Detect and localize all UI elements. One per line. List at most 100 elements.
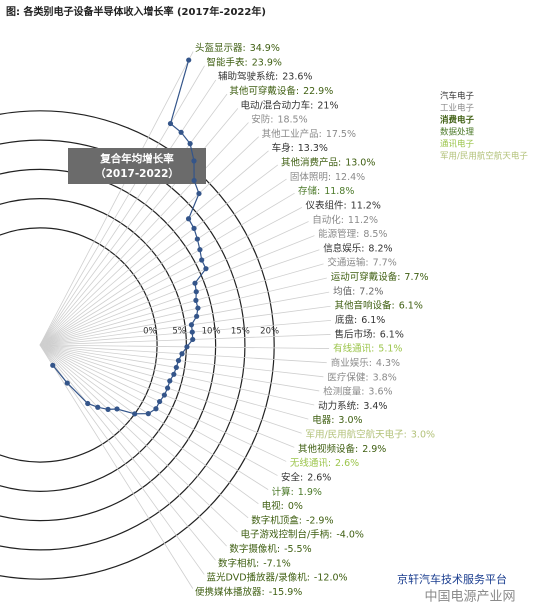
point: [194, 236, 200, 242]
tick-label: 5%: [172, 327, 186, 337]
annotation: 复合年均增长率: [99, 152, 174, 165]
data-label: 运动可穿戴设备: 7.7%: [331, 271, 429, 283]
value-label: -2.9%: [306, 515, 334, 526]
value-label: 34.9%: [250, 43, 280, 54]
data-label: 电子游戏控制台/手柄: -4.0%: [240, 528, 363, 540]
value-label: 5.1%: [378, 343, 402, 354]
value-label: 6.1%: [380, 329, 404, 340]
spoke: [39, 334, 331, 346]
spoke: [39, 344, 287, 462]
category-label: 军用/民用航空航天电子:: [305, 428, 406, 440]
spoke: [39, 277, 327, 346]
point: [187, 141, 193, 147]
spoke: [39, 65, 205, 346]
value-label: 18.5%: [277, 114, 307, 125]
value-label: -4.0%: [336, 529, 364, 540]
point: [191, 158, 197, 164]
data-label: 商业娱乐: 4.3%: [331, 356, 400, 368]
point: [185, 216, 192, 222]
data-label: 医疗保健: 3.8%: [327, 371, 396, 383]
category-label: 底盘:: [335, 314, 357, 326]
point: [145, 411, 151, 417]
point: [161, 392, 167, 398]
value-label: 22.9%: [303, 85, 333, 96]
tick-label: 10%: [202, 327, 221, 337]
data-label: 无线通讯: 2.6%: [290, 457, 359, 469]
data-label: 其他可穿戴设备: 22.9%: [229, 84, 333, 96]
category-label: 智能手表:: [207, 56, 248, 68]
data-label: 信息娱乐: 8.2%: [323, 242, 392, 254]
legend-entry: 工业电子: [440, 103, 475, 114]
value-label: 3.8%: [373, 372, 397, 383]
spoke: [39, 150, 269, 346]
category-label: 安防:: [251, 113, 273, 125]
value-label: 13.0%: [345, 157, 375, 168]
value-label: 4.3%: [376, 357, 400, 368]
point: [179, 351, 185, 357]
legend-entry: 军用/民用航空航天电子: [440, 151, 528, 162]
point: [167, 378, 173, 384]
point: [95, 404, 101, 410]
data-label: 底盘: 6.1%: [335, 314, 385, 326]
category-label: 固体照明:: [290, 170, 331, 182]
data-label: 能源管理: 8.5%: [318, 228, 387, 240]
category-label: 自动化:: [312, 213, 344, 225]
category-label: 动力系统:: [318, 399, 359, 411]
spoke: [39, 122, 249, 346]
category-label: 均值:: [333, 285, 355, 297]
value-label: 1.9%: [298, 486, 322, 497]
category-label: 售后市场:: [335, 328, 376, 340]
value-label: 7.2%: [359, 286, 383, 297]
legend-entry: 数据处理: [440, 127, 475, 138]
data-label: 固体照明: 12.4%: [290, 170, 365, 182]
category-label: 计算:: [272, 485, 294, 497]
spoke: [39, 344, 295, 448]
spoke: [39, 344, 320, 392]
point: [190, 336, 196, 343]
point: [184, 344, 190, 350]
point: [132, 411, 138, 417]
data-label: 头盔显示器: 34.9%: [195, 42, 280, 54]
point: [203, 266, 209, 272]
point: [197, 247, 203, 253]
point: [199, 257, 205, 263]
data-label: 数字机顶盒: -2.9%: [251, 514, 333, 526]
point: [196, 190, 202, 197]
point: [194, 313, 200, 319]
category-label: 电动/混合动力车:: [240, 99, 313, 111]
category-label: 头盔显示器:: [195, 42, 246, 54]
data-label: 动力系统: 3.4%: [318, 399, 387, 411]
spoke: [39, 344, 278, 476]
grid-ring: [0, 110, 275, 580]
category-label: 有线通讯:: [333, 342, 374, 354]
category-label: 蓝光DVD播放器/录像机:: [207, 571, 310, 583]
point: [193, 297, 199, 303]
category-label: 其他可穿戴设备:: [229, 84, 299, 96]
data-label: 军用/民用航空航天电子: 3.0%: [305, 428, 435, 440]
category-label: 数字机顶盒:: [251, 514, 302, 526]
category-label: 数字相机:: [218, 557, 259, 569]
point: [157, 398, 163, 405]
grid-ring: [0, 227, 158, 463]
spoke: [39, 344, 269, 490]
point: [64, 380, 70, 386]
spoke: [39, 79, 217, 346]
spoke: [39, 344, 324, 378]
category-label: 检测度量:: [323, 385, 364, 397]
category-label: 电视:: [262, 500, 284, 512]
spoke: [39, 344, 315, 406]
data-label: 数字相机: -7.1%: [218, 557, 291, 569]
category-label: 运动可穿戴设备:: [331, 271, 401, 283]
grid-ring: [0, 168, 217, 522]
value-label: 13.3%: [298, 143, 328, 154]
category-label: 电器:: [312, 414, 334, 426]
point: [173, 364, 179, 371]
spokes: [39, 51, 332, 589]
point: [85, 400, 91, 407]
value-label: 3.6%: [368, 386, 392, 397]
spoke: [39, 178, 287, 346]
value-label: 3.0%: [338, 415, 362, 426]
category-label: 辅助驾驶系统:: [218, 70, 278, 82]
data-label: 数字摄像机: -5.5%: [229, 543, 311, 555]
